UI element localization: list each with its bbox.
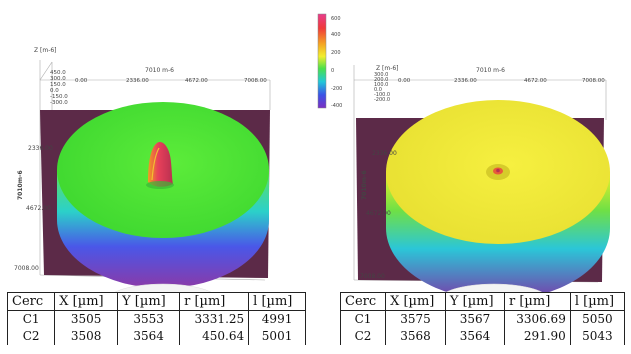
table-cell: 3505 bbox=[54, 310, 119, 328]
z-tick: -200.0 bbox=[374, 97, 390, 103]
table-row: C1 3505 3553 3331.25 4991 bbox=[6, 310, 306, 328]
table-header-cell: Cerc bbox=[339, 292, 387, 311]
table-cell: C1 bbox=[6, 310, 56, 328]
table-header-cell: Y [µm] bbox=[117, 292, 181, 311]
x-tick: 7008.00 bbox=[582, 78, 605, 84]
x-tick: 0.00 bbox=[398, 78, 411, 84]
z-tick: 300.0 bbox=[374, 72, 388, 78]
x-tick: 0.00 bbox=[75, 78, 88, 84]
table-cell: C1 bbox=[339, 310, 387, 328]
table-row: C2 3568 3564 291.90 5043 bbox=[339, 328, 626, 345]
left-axis-frame bbox=[39, 60, 271, 281]
table-cell: 3567 bbox=[444, 310, 506, 328]
color-scale-tick: 200 bbox=[331, 50, 341, 56]
table-header-cell: X [µm] bbox=[385, 292, 446, 311]
table-cell: C2 bbox=[339, 328, 387, 345]
table-cell: 3564 bbox=[117, 328, 181, 345]
y-tick: 7008.00 bbox=[360, 273, 385, 280]
x-tick: 2336.00 bbox=[454, 78, 477, 84]
y-tick: 4672.00 bbox=[26, 205, 51, 212]
color-scale-tick: -400 bbox=[331, 103, 342, 109]
table-header-cell: r [µm] bbox=[504, 292, 571, 311]
x-tick: 4672.00 bbox=[185, 78, 208, 84]
x-tick: 4672.00 bbox=[524, 78, 547, 84]
z-tick: -300.0 bbox=[50, 100, 68, 106]
color-scale-bar bbox=[317, 13, 327, 109]
y-axis-label: 7010m-6 bbox=[17, 170, 24, 200]
table-cell: 5043 bbox=[569, 328, 626, 345]
table-header-cell: l [µm] bbox=[248, 292, 306, 311]
color-scale-tick: -200 bbox=[331, 86, 342, 92]
table-cell: 3575 bbox=[385, 310, 446, 328]
y-tick: 2336.00 bbox=[372, 150, 397, 157]
x-tick: 7008.00 bbox=[244, 78, 267, 84]
x-axis-label: 7010 m-6 bbox=[145, 67, 174, 74]
y-tick: 7008.00 bbox=[14, 265, 39, 272]
table-header-cell: Y [µm] bbox=[444, 292, 506, 311]
color-scale-tick: 0 bbox=[331, 68, 334, 74]
z-tick: -150.0 bbox=[50, 94, 68, 100]
z-tick: -100.0 bbox=[374, 92, 390, 98]
table-cell: 450.64 bbox=[179, 328, 250, 345]
left-central-peak bbox=[148, 142, 173, 187]
table-header-cell: r [µm] bbox=[179, 292, 250, 311]
table-cell: 4991 bbox=[248, 310, 306, 328]
table-cell: 3508 bbox=[54, 328, 119, 345]
table-header-cell: Cerc bbox=[6, 292, 56, 311]
right-circle-table: Cerc X [µm] Y [µm] r [µm] l [µm] C1 3575… bbox=[339, 292, 626, 345]
z-tick: 200.0 bbox=[374, 77, 388, 83]
x-tick: 2336.00 bbox=[126, 78, 149, 84]
table-cell: 3564 bbox=[444, 328, 506, 345]
table-header-cell: X [µm] bbox=[54, 292, 119, 311]
y-tick: 4672.00 bbox=[366, 210, 391, 217]
table-header-row: Cerc X [µm] Y [µm] r [µm] l [µm] bbox=[6, 292, 306, 311]
z-tick: 300.0 bbox=[50, 76, 66, 82]
color-scale-tick: 600 bbox=[331, 16, 341, 22]
table-cell: C2 bbox=[6, 328, 56, 345]
z-tick: 100.0 bbox=[374, 82, 388, 88]
x-axis-label: 7010 m-6 bbox=[476, 67, 505, 74]
table-row: C2 3508 3564 450.64 5001 bbox=[6, 328, 306, 345]
y-axis-label: 7010m-6 bbox=[361, 170, 368, 200]
z-tick: 0.0 bbox=[374, 87, 382, 93]
z-tick: 0.0 bbox=[50, 88, 59, 94]
table-header-row: Cerc X [µm] Y [µm] r [µm] l [µm] bbox=[339, 292, 626, 311]
y-tick: 2336.00 bbox=[28, 145, 53, 152]
table-cell: 5001 bbox=[248, 328, 306, 345]
z-tick: 450.0 bbox=[50, 70, 66, 76]
table-cell: 3553 bbox=[117, 310, 181, 328]
table-cell: 3331.25 bbox=[179, 310, 250, 328]
table-cell: 5050 bbox=[569, 310, 626, 328]
color-scale-tick: 400 bbox=[331, 32, 341, 38]
table-cell: 291.90 bbox=[504, 328, 571, 345]
z-tick: 150.0 bbox=[50, 82, 66, 88]
z-axis-label: Z [m-6] bbox=[34, 47, 57, 54]
z-axis-label: Z [m-6] bbox=[376, 65, 399, 72]
table-cell: 3568 bbox=[385, 328, 446, 345]
table-row: C1 3575 3567 3306.69 5050 bbox=[339, 310, 626, 328]
left-surface-plot: Z [m-6] 450.0 300.0 150.0 0.0 -150.0 -30… bbox=[0, 0, 315, 354]
table-header-cell: l [µm] bbox=[569, 292, 626, 311]
left-circle-table: Cerc X [µm] Y [µm] r [µm] l [µm] C1 3505… bbox=[6, 292, 306, 345]
color-scale-legend: 600 400 200 0 -200 -400 bbox=[316, 12, 356, 116]
table-cell: 3306.69 bbox=[504, 310, 571, 328]
